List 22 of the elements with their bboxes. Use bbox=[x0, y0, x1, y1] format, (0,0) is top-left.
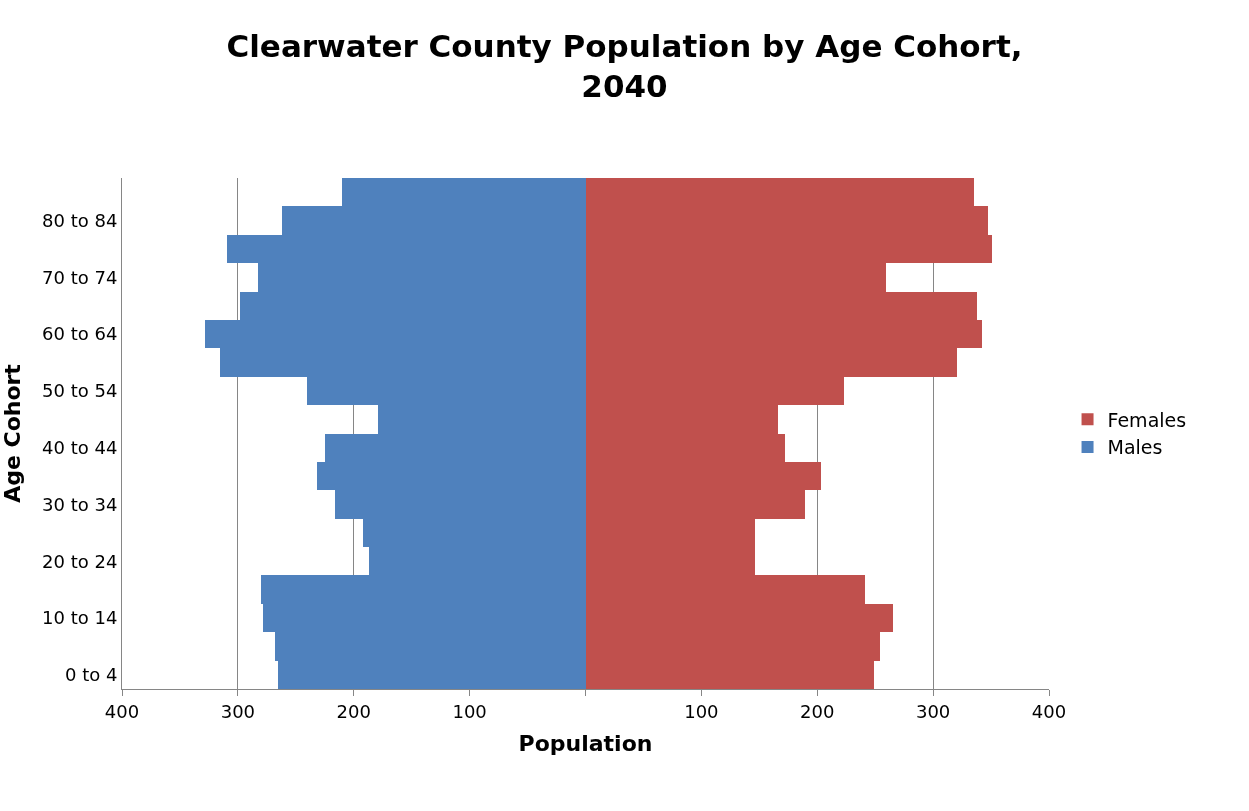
x-tick-label: 100 bbox=[684, 700, 719, 722]
x-tick-label: 200 bbox=[336, 700, 371, 722]
y-tick-label: 80 to 84 bbox=[42, 209, 118, 231]
legend-label: Females bbox=[1107, 408, 1187, 431]
x-tick-label: 400 bbox=[104, 700, 140, 722]
y-tick-label: 60 to 64 bbox=[42, 323, 118, 345]
x-tick-label: 300 bbox=[220, 700, 256, 722]
chart-title: Clearwater County Population by Age Cohort, 2040 bbox=[226, 27, 1023, 105]
x-tick-label: 400 bbox=[1031, 700, 1067, 722]
y-tick-label: 50 to 54 bbox=[42, 380, 118, 402]
x-tick-label: 300 bbox=[915, 700, 951, 722]
x-axis-title: Population bbox=[518, 731, 653, 757]
y-tick-label: 70 to 74 bbox=[42, 266, 118, 288]
x-tick-label: 100 bbox=[452, 700, 487, 722]
y-tick-label: 40 to 44 bbox=[42, 436, 118, 458]
x-tick-label: 200 bbox=[800, 700, 835, 722]
y-tick-label: 0 to 4 bbox=[64, 664, 118, 686]
legend-label: Males bbox=[1107, 436, 1163, 459]
y-tick-label: 30 to 34 bbox=[42, 493, 118, 515]
y-tick-label: 20 to 24 bbox=[42, 550, 118, 572]
y-axis-title: Age Cohort bbox=[0, 363, 25, 503]
y-tick-label: 10 to 14 bbox=[42, 607, 118, 629]
